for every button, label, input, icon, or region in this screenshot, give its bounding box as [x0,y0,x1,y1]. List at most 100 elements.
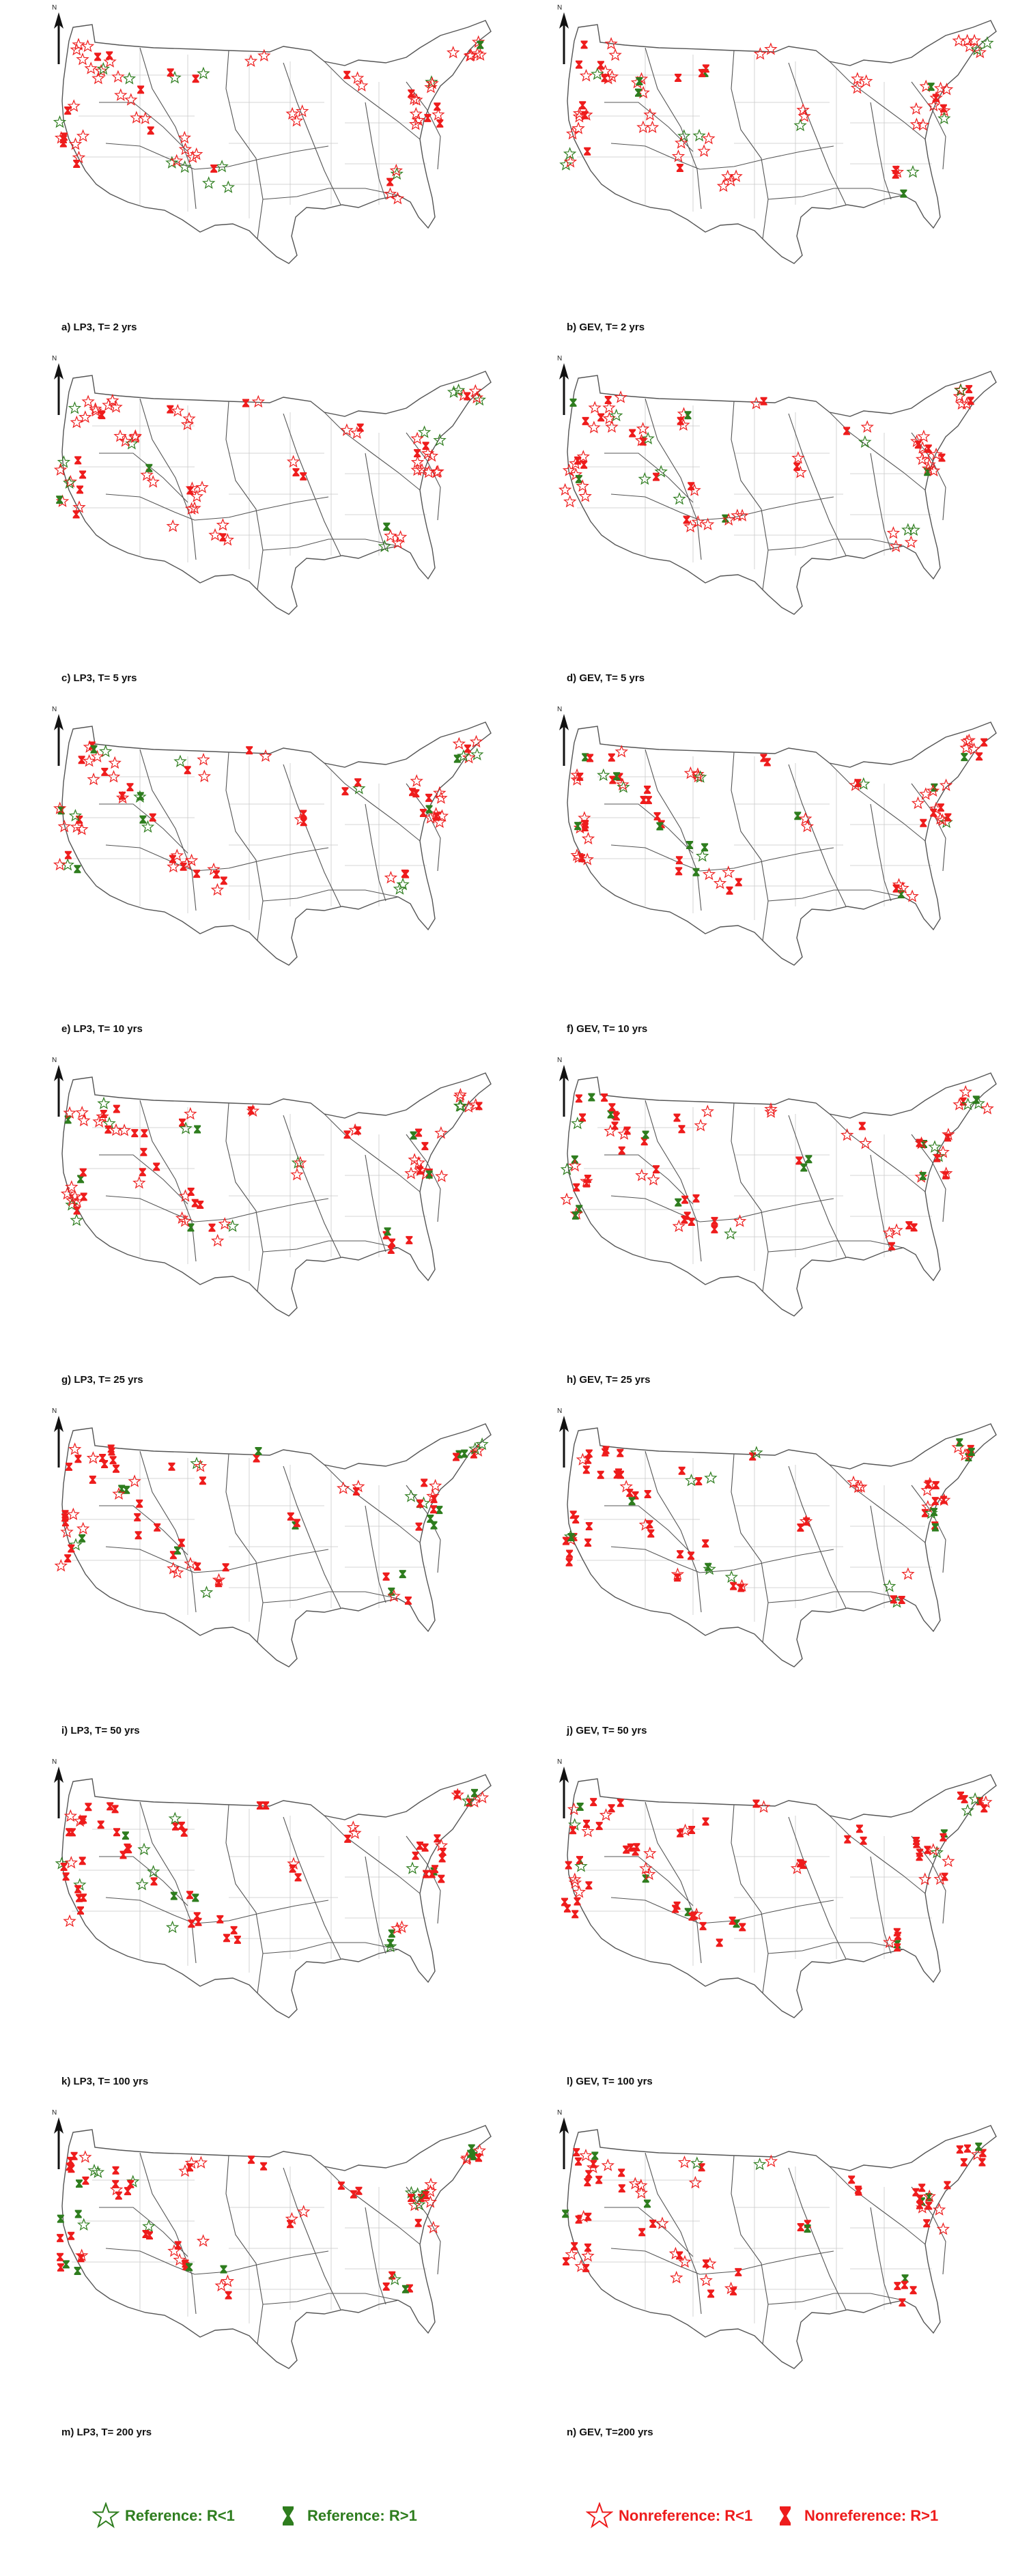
nonreference-r-lt-1-marker [412,113,425,126]
nonreference-r-lt-1-marker [764,42,778,55]
reference-r-gt-1-marker [468,2144,475,2153]
reference-r-lt-1-marker [638,472,651,485]
basin-boundary [283,1465,341,1609]
north-arrow: N [556,4,571,66]
reference-r-lt-1-marker [906,164,920,178]
nonreference-r-gt-1-marker [79,1857,86,1865]
nonreference-r-lt-1-marker [572,1885,586,1898]
reference-r-gt-1-marker [684,411,692,420]
nonreference-r-gt-1-marker [617,1448,624,1457]
nonreference-r-lt-1-marker [214,2278,228,2292]
nonreference-r-gt-1-marker [408,2194,415,2203]
nonreference-r-lt-1-marker [578,489,592,502]
nonreference-r-lt-1-marker [68,137,83,150]
nonreference-r-lt-1-marker [452,736,466,750]
nonreference-r-lt-1-marker [699,2273,713,2287]
nonreference-r-gt-1-marker [62,1872,70,1881]
nonreference-r-lt-1-marker [94,63,108,77]
nonreference-r-gt-1-marker [752,1799,760,1808]
nonreference-r-lt-1-marker [60,1525,74,1538]
nonreference-r-lt-1-marker [184,502,199,515]
basin-boundary [604,1856,694,1906]
nonreference-r-gt-1-marker [647,1529,655,1538]
nonreference-r-gt-1-marker [234,1935,241,1944]
nonreference-r-gt-1-marker [918,2184,926,2192]
basin-boundary [139,2152,197,2315]
reference-r-gt-1-marker [919,1171,927,1180]
nonreference-r-lt-1-marker [628,2177,642,2190]
nonreference-r-gt-1-marker [604,396,612,404]
nonreference-r-lt-1-marker [979,1795,993,1808]
nonreference-r-lt-1-marker [285,106,299,120]
nonreference-r-gt-1-marker [343,1130,351,1139]
reference-r-gt-1-marker [74,2267,81,2275]
nonreference-r-gt-1-marker [167,68,174,77]
us-basin-map [53,20,492,264]
nonreference-r-lt-1-marker [568,1158,582,1172]
reference-r-gt-1-marker [139,815,147,824]
nonreference-r-gt-1-marker [74,1885,82,1893]
nonreference-r-gt-1-marker [64,850,72,859]
nonreference-r-lt-1-marker [678,1823,692,1837]
nonreference-r-gt-1-marker [595,2175,603,2184]
nonreference-r-gt-1-marker [57,2233,64,2242]
reference-r-lt-1-marker [883,1579,896,1592]
nonreference-r-lt-1-marker [393,530,408,543]
reference-r-gt-1-marker [388,1929,395,1938]
nonreference-r-gt-1-marker [150,1877,158,1886]
nonreference-r-gt-1-marker [583,1820,590,1828]
nonreference-r-gt-1-marker [382,2282,390,2291]
nonreference-r-gt-1-marker [653,812,661,820]
nonreference-r-gt-1-marker [147,126,154,135]
panel-caption: a) LP3, T= 2 yrs [61,321,137,333]
basin-boundary [645,398,702,560]
nonreference-r-lt-1-marker [602,412,617,425]
nonreference-r-lt-1-marker [90,749,104,762]
north-arrow: N [556,1758,571,1820]
nonreference-r-lt-1-marker [929,91,943,104]
basin-boundary [767,188,904,200]
nonreference-r-gt-1-marker [109,1456,117,1465]
nonreference-r-gt-1-marker [898,1596,905,1604]
nonreference-r-gt-1-marker [119,1850,127,1859]
nonreference-r-lt-1-marker [749,397,763,410]
nonreference-r-gt-1-marker [561,1898,568,1906]
nonreference-r-gt-1-marker [916,2194,923,2203]
nonreference-r-gt-1-marker [341,787,349,796]
nonreference-r-lt-1-marker [580,1174,593,1188]
nonreference-r-gt-1-marker [412,1851,419,1860]
nonreference-r-lt-1-marker [57,819,71,833]
reference-r-lt-1-marker [168,1812,182,1824]
north-arrow: N [556,1407,571,1469]
nonreference-r-lt-1-marker [210,883,225,896]
us-basin-map [53,721,492,966]
reference-r-gt-1-marker [427,1515,434,1523]
nonreference-r-lt-1-marker [691,515,705,528]
nonreference-r-gt-1-marker [76,485,83,494]
nonreference-r-lt-1-marker [114,88,128,101]
nonreference-r-lt-1-marker [470,390,483,404]
nonreference-r-gt-1-marker [113,1464,119,1473]
legend-item-reference-r-gt-1: Reference: R>1 [274,2502,417,2530]
nonreference-r-gt-1-marker [678,1125,686,1134]
nonreference-r-gt-1-marker [730,2287,737,2295]
nonreference-r-lt-1-marker [180,857,194,870]
panel-caption: n) GEV, T=200 yrs [567,2427,653,2438]
basin-boundary [139,47,197,210]
nonreference-r-gt-1-marker [595,1822,603,1831]
nonreference-r-lt-1-marker [764,2154,778,2167]
nonreference-r-lt-1-marker [55,494,70,507]
nonreference-r-gt-1-marker [430,1495,438,1504]
basin-boundary [365,1154,386,1253]
nonreference-r-gt-1-marker [617,1470,624,1479]
nonreference-r-lt-1-marker [722,513,735,526]
nonreference-r-gt-1-marker [134,1513,141,1521]
nonreference-r-gt-1-marker [565,1558,573,1566]
basin-boundary [829,61,926,140]
reference-r-lt-1-marker [559,158,573,171]
basin-boundary [788,764,847,907]
nonreference-r-lt-1-marker [68,1442,82,1455]
basin-boundary [283,413,341,556]
